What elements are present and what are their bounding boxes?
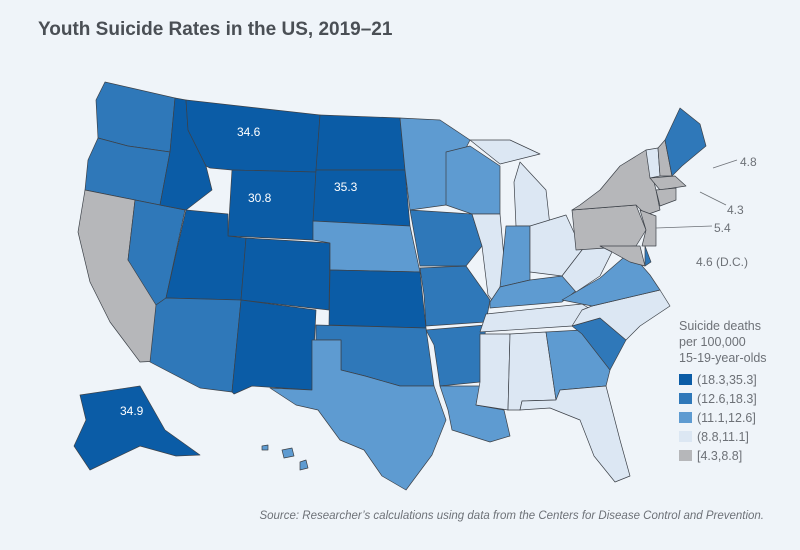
legend-label: (18.3,35.3]: [697, 372, 757, 387]
state-mo: [419, 265, 491, 327]
state-me: [664, 107, 707, 177]
state-sd: [312, 169, 411, 227]
state-nc: [571, 289, 671, 341]
state-de: [644, 245, 652, 267]
legend-item: (11.1,12.6]: [679, 408, 767, 427]
state-ct: [655, 187, 677, 207]
state-ny: [571, 149, 661, 216]
state-ks: [328, 269, 427, 329]
state-ar: [425, 324, 487, 387]
callout-nj: 5.4: [714, 221, 731, 235]
state-miu: [469, 139, 541, 165]
callout-leader-nj: [655, 225, 713, 229]
legend-item: (18.3,35.3]: [679, 370, 767, 389]
legend-title-line: Suicide deaths: [679, 319, 762, 333]
legend-item: [4.3,8.8]: [679, 446, 767, 465]
legend-swatch: [679, 450, 692, 461]
legend-label: (12.6,18.3]: [697, 391, 757, 406]
value-label-ak: 34.9: [120, 404, 144, 418]
state-ia: [409, 209, 483, 267]
state-pa: [571, 204, 647, 251]
legend-title-line: 15-19-year-olds: [679, 351, 767, 365]
state-in: [499, 225, 531, 288]
state-nm: [231, 299, 317, 395]
state-nj: [639, 209, 657, 247]
callout-leader-ri: [699, 191, 727, 206]
state-ma: [649, 175, 687, 191]
state-fl: [519, 385, 631, 483]
state-mi: [513, 161, 551, 227]
state-hi-island: [261, 444, 269, 451]
callout-dc: 4.6 (D.C.): [696, 255, 749, 269]
legend-item: (12.6,18.3]: [679, 389, 767, 408]
value-label-wy: 30.8: [248, 191, 272, 205]
legend-title-line: per 100,000: [679, 335, 746, 349]
value-label-sd: 35.3: [334, 180, 358, 194]
legend-swatch: [679, 412, 692, 423]
state-md: [599, 245, 646, 267]
state-va: [561, 251, 661, 307]
legend-label: [4.3,8.8]: [697, 448, 743, 463]
state-hi: [281, 447, 295, 459]
state-az: [149, 297, 242, 393]
state-hi-island: [299, 459, 309, 471]
map-title: Youth Suicide Rates in the US, 2019–21: [38, 19, 393, 40]
state-wy: [227, 169, 317, 241]
state-nd: [315, 114, 406, 171]
state-co: [240, 237, 331, 311]
callout-ri: 4.3: [727, 203, 744, 217]
legend-label: (11.1,12.6]: [697, 410, 756, 425]
state-tx: [269, 339, 447, 491]
legend-item: (8.8,11.1]: [679, 427, 767, 446]
legend: Suicide deaths per 100,000 15-19-year-ol…: [679, 318, 767, 465]
legend-swatch: [679, 374, 692, 385]
legend-title: Suicide deaths per 100,000 15-19-year-ol…: [679, 318, 767, 366]
legend-swatch: [679, 431, 692, 442]
state-ms: [475, 333, 511, 411]
legend-label: (8.8,11.1]: [697, 429, 749, 444]
legend-swatch: [679, 393, 692, 404]
source-note: Source: Researcher’s calculations using …: [259, 510, 764, 522]
callout-leader-ma: [712, 159, 738, 169]
state-ak: [73, 385, 201, 471]
callout-ma: 4.8: [740, 155, 757, 169]
value-label-mt: 34.6: [237, 125, 261, 139]
